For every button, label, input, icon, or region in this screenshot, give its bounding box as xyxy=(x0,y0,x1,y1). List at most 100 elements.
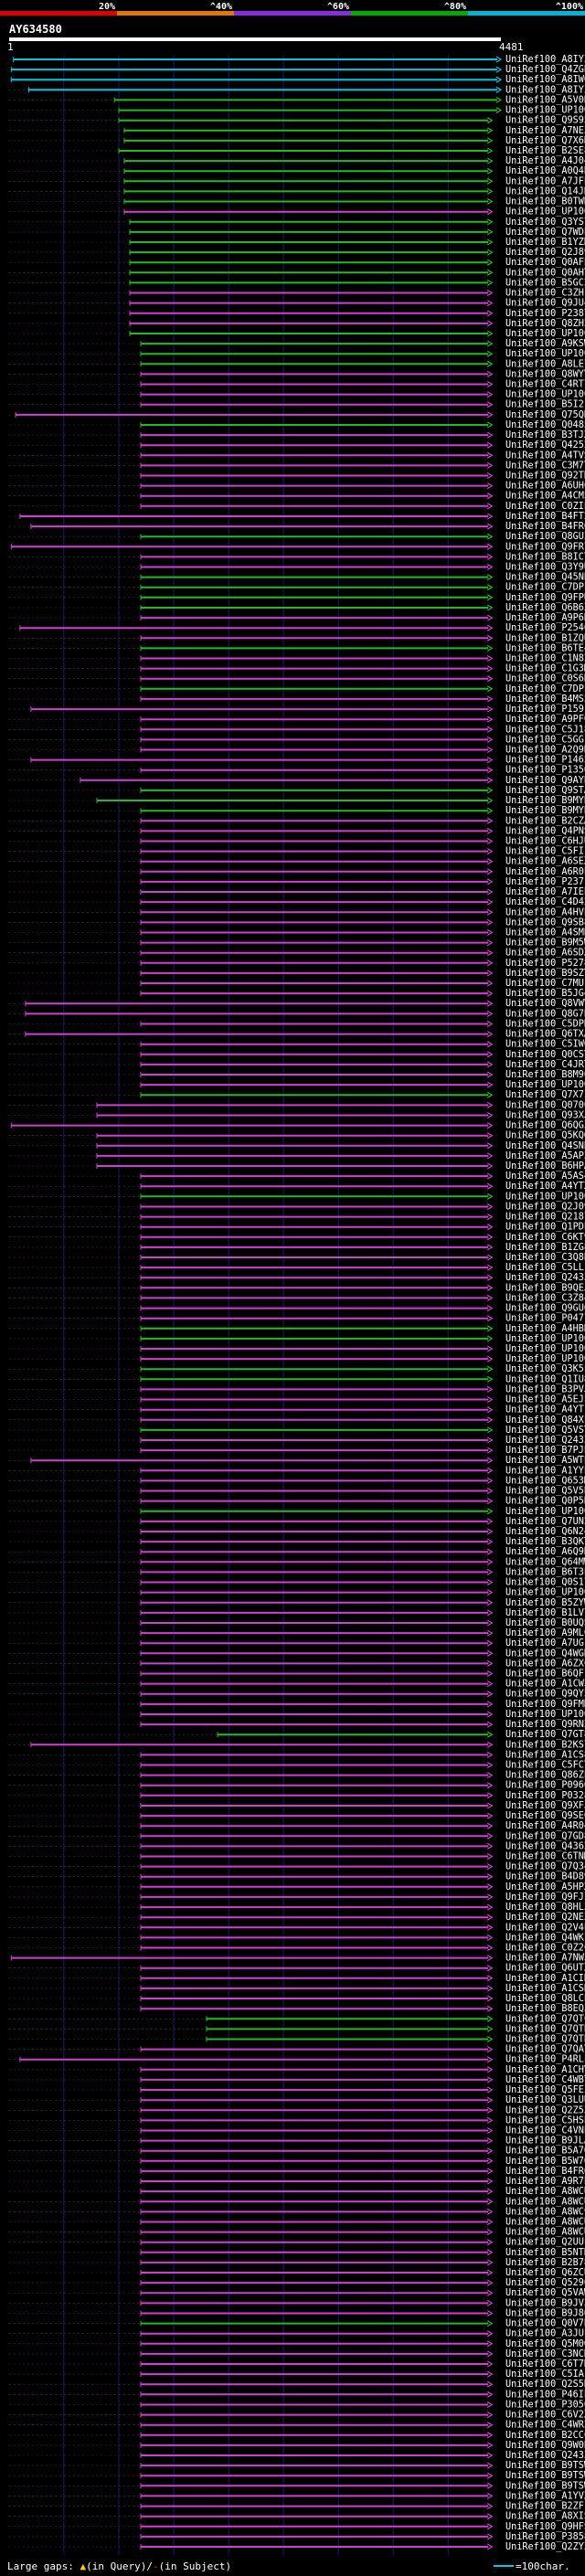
hit-arrow xyxy=(486,1842,494,1850)
hit-row: UniRef100_Q7QTB5 xyxy=(9,2035,585,2045)
hit-label: UniRef100_Q24334 xyxy=(505,1273,585,1283)
hit-arrow xyxy=(486,1294,494,1301)
hit-row: UniRef100_Q2UUL4 xyxy=(9,2238,585,2248)
hit-label: UniRef100_B1ZG88 xyxy=(505,1243,585,1253)
hit-label: UniRef100_Q6QGZ5 xyxy=(505,1121,585,1131)
hit-arrow xyxy=(486,2259,494,2266)
query-end-label: 4481 xyxy=(499,41,524,53)
hit-row: UniRef100_B2KS72 xyxy=(9,1740,585,1750)
hit-label: UniRef100_B9MYB5 xyxy=(505,806,585,816)
hit-arrow xyxy=(486,1111,494,1119)
hit-row: UniRef100_Q0AFE2 xyxy=(9,258,585,268)
hit-row: UniRef100_Q9JU46 xyxy=(9,299,585,309)
hit-label: UniRef100_UP1000... xyxy=(505,329,585,339)
hit-row: UniRef100_B2SE82 xyxy=(9,146,585,156)
legend-query-text: (in Query)/ xyxy=(86,2560,153,2572)
hit-row: UniRef100_A8IW00 xyxy=(10,75,585,85)
hit-row: UniRef100_Q9FR73 xyxy=(10,542,585,552)
hit-row: UniRef100_P38580 xyxy=(9,2532,585,2542)
hit-label: UniRef100_A6SDX0 xyxy=(505,949,585,959)
hit-row: UniRef100_B9MYB5 xyxy=(9,806,585,816)
hit-arrow xyxy=(486,928,494,937)
hit-arrow xyxy=(486,1498,494,1505)
hit-label: UniRef100_B5A7Q8 xyxy=(505,2147,585,2157)
hit-arrow xyxy=(486,970,494,977)
hit-arrow xyxy=(486,1893,494,1901)
hit-row: UniRef100_B4D896 xyxy=(9,1872,585,1882)
hit-label: UniRef100_Q9XFJ1 xyxy=(505,1801,585,1811)
hit-label: UniRef100_A4YTF9 xyxy=(505,1405,585,1415)
hit-arrow xyxy=(486,2116,494,2124)
hit-arrow xyxy=(486,2472,494,2479)
hit-label: UniRef100_Q6UTX7 xyxy=(505,1964,585,1974)
hit-row: UniRef100_A8WCU3 xyxy=(9,2228,585,2238)
hit-arrow xyxy=(495,66,503,73)
hit-label: UniRef100_Q7UN28 xyxy=(505,1517,585,1527)
hit-label: UniRef100_UP1000... xyxy=(505,1588,585,1598)
hit-label: UniRef100_C0ZIE9 xyxy=(505,502,585,512)
hit-row: UniRef100_Q7GD82 xyxy=(9,1831,585,1841)
hit-row: UniRef100_Q9SB83 xyxy=(9,917,585,928)
hit-label: UniRef100_Q0P5N0 xyxy=(505,1497,585,1507)
percent-segment xyxy=(351,11,468,16)
hit-label: UniRef100_C5IW60 xyxy=(505,1040,585,1050)
hit-arrow xyxy=(486,654,494,663)
hit-row: UniRef100_A4CM53 xyxy=(9,492,585,502)
hit-row: UniRef100_Q2ZYZ8 xyxy=(9,2542,585,2552)
hit-label: UniRef100_C5J187 xyxy=(505,725,585,735)
hit-label: UniRef100_A8XIS2 xyxy=(505,2512,585,2522)
hit-arrow xyxy=(486,1193,494,1200)
hit-label: UniRef100_A4YTX0 xyxy=(505,1182,585,1192)
hit-label: UniRef100_Q3LUU0 xyxy=(505,2095,585,2105)
hit-arrow xyxy=(486,797,494,804)
hit-row: UniRef100_B3QKT4 xyxy=(9,1537,585,1547)
hit-label: UniRef100_C6T7D2 xyxy=(505,2359,585,2369)
hit-arrow xyxy=(486,269,494,276)
hit-row: UniRef100_UP1000... xyxy=(9,1334,585,1344)
hit-label: UniRef100_Q42524 xyxy=(505,440,585,451)
hit-row: UniRef100_Q2J095 xyxy=(9,1203,585,1213)
hit-row: UniRef100_A5HPX4 xyxy=(9,1882,585,1892)
hit-row: UniRef100_C5GG16 xyxy=(9,735,585,745)
hit-row: UniRef100_A9PF02 xyxy=(9,715,585,725)
hit-arrow xyxy=(486,614,494,621)
hit-arrow xyxy=(486,2015,494,2022)
hit-arrow xyxy=(486,2360,494,2368)
grid-lines xyxy=(63,55,449,2555)
hit-label: UniRef100_UP1000... xyxy=(505,1354,585,1364)
hit-label: UniRef100_B2SE82 xyxy=(505,146,585,156)
hit-label: UniRef100_B5NTD0 xyxy=(505,2248,585,2258)
hit-row: UniRef100_A8IYZ2 xyxy=(9,85,585,95)
hit-arrow xyxy=(486,279,494,286)
hit-row: UniRef100_Q9S950 xyxy=(9,116,585,126)
hit-arrow xyxy=(486,939,494,947)
hit-arrow xyxy=(486,1000,494,1007)
hit-arrow xyxy=(486,2432,494,2439)
subject-gap-symbol: - xyxy=(153,2560,159,2572)
hit-label: UniRef100_A9KSW8 xyxy=(505,339,585,349)
hit-label: UniRef100_P09665 xyxy=(505,1781,585,1791)
hit-label: UniRef100_A8WCU7 xyxy=(505,2197,585,2207)
hit-arrow xyxy=(486,380,494,388)
hit-arrow xyxy=(486,1639,494,1647)
hit-label: UniRef100_B6TE43 xyxy=(505,643,585,653)
hit-label: UniRef100_Q7X6D6 xyxy=(505,136,585,146)
hit-arrow xyxy=(486,1254,494,1261)
hit-label: UniRef100_UP1000... xyxy=(505,1344,585,1354)
query-start-label: 1 xyxy=(7,41,14,53)
hit-label: UniRef100_Q9STA0 xyxy=(505,786,585,796)
hit-label: UniRef100_UP1000... xyxy=(505,1710,585,1720)
hit-arrow xyxy=(486,990,494,997)
hit-label: UniRef100_P25462 xyxy=(505,623,585,633)
hit-row: UniRef100_B5JG44 xyxy=(9,989,585,999)
hit-label: UniRef100_B3QKT4 xyxy=(505,1537,585,1547)
hit-arrow xyxy=(486,1132,494,1140)
hit-arrow xyxy=(486,1264,494,1271)
hit-arrow xyxy=(486,2178,494,2185)
hit-arrow xyxy=(486,695,494,703)
hit-arrow xyxy=(486,2157,494,2165)
hit-row: UniRef100_A5AP38 xyxy=(9,1151,585,1161)
hit-label: UniRef100_B4D896 xyxy=(505,1872,585,1882)
hit-label: UniRef100_Q8G7B1 xyxy=(505,1009,585,1019)
hit-row: UniRef100_Q75QN3 xyxy=(9,410,585,420)
